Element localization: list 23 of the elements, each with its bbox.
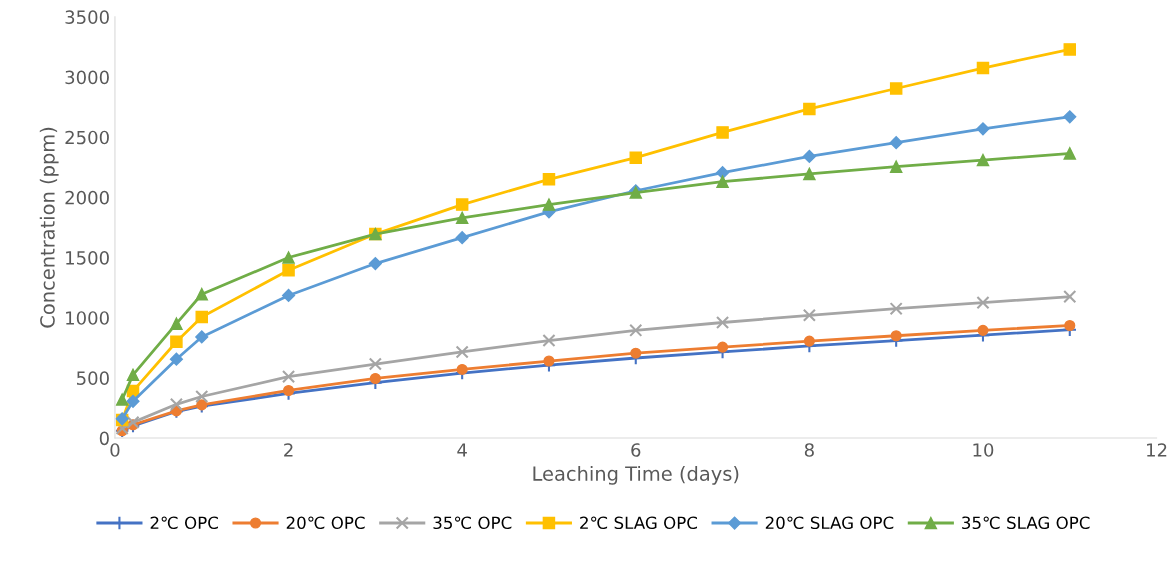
y-tick-label: 1000 [66,311,109,325]
x-tick-label: 12 [1147,443,1167,457]
x-tick-label: 2 [284,443,293,457]
x-axis-title: Leaching Time (days) [533,465,739,485]
y-axis-title: Concentration (ppm) [39,127,59,328]
legend-label: 2℃ SLAG OPC [580,516,698,530]
y-tick-label: 2500 [65,130,109,145]
x-tick-label: 4 [457,443,467,457]
legend-label: 20℃ OPC [286,516,365,530]
legend-label: 35℃ SLAG OPC [962,516,1090,530]
x-tick-label: 10 [973,443,994,457]
legend-label: 20℃ SLAG OPC [765,516,894,530]
y-tick-label: 500 [77,371,109,385]
legend-label: 35℃ OPC [433,516,512,530]
x-tick-label: 8 [804,443,814,457]
y-tick-label: 2000 [65,190,109,205]
x-tick-label: 6 [631,443,641,457]
y-tick-label: 3000 [65,70,109,85]
y-tick-label: 1500 [66,250,109,265]
legend-label: 2℃ OPC [150,516,218,530]
y-tick-label: 0 [99,431,109,446]
x-tick-label: 0 [110,443,120,457]
y-tick-label: 3500 [65,10,109,25]
